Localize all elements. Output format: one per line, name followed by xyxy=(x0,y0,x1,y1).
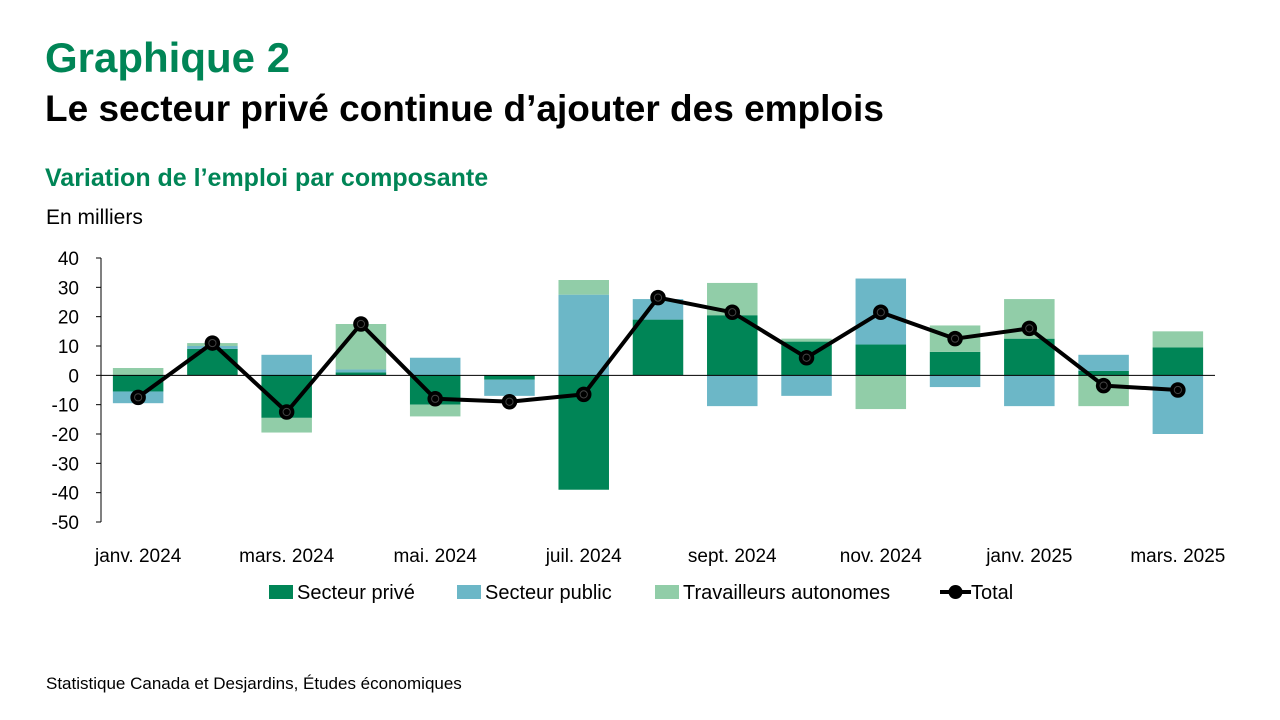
total-point-ring xyxy=(950,334,960,343)
total-point-ring xyxy=(1025,324,1034,333)
total-point-ring xyxy=(1173,385,1182,395)
total-point xyxy=(130,389,146,406)
bar-secteur-public xyxy=(558,294,609,376)
bar-secteur-prive xyxy=(1004,338,1055,376)
bar-secteur-public xyxy=(1078,354,1129,371)
legend-swatch xyxy=(457,585,481,599)
bar-secteur-public xyxy=(409,357,461,376)
legend-label: Travailleurs autonomes xyxy=(683,582,890,604)
total-point-ring xyxy=(505,397,514,406)
total-point xyxy=(353,316,369,332)
y-tick-label: -40 xyxy=(52,484,79,505)
total-point-ring xyxy=(282,407,291,417)
bar-secteur-prive xyxy=(855,344,907,376)
bar-secteur-prive xyxy=(707,315,758,376)
bar-secteur-prive xyxy=(632,319,684,376)
total-point xyxy=(798,349,815,366)
bar-secteur-public xyxy=(484,379,535,396)
x-tick-label: janv. 2025 xyxy=(985,546,1072,567)
legend-label: Total xyxy=(971,582,1013,604)
total-point xyxy=(1095,377,1112,394)
y-tick-label: 0 xyxy=(68,366,79,387)
total-point xyxy=(278,404,295,420)
bar-travailleurs-autonomes xyxy=(1152,331,1204,348)
legend-label: Secteur public xyxy=(485,582,612,604)
x-tick-label: mars. 2024 xyxy=(239,546,334,567)
bar-secteur-public xyxy=(781,375,832,396)
bar-travailleurs-autonomes xyxy=(558,280,609,295)
chart-subtitle: Variation de l’emploi par composante xyxy=(45,164,489,192)
bar-travailleurs-autonomes xyxy=(855,375,907,410)
y-tick-label: -30 xyxy=(52,454,79,475)
total-point-ring xyxy=(431,394,440,403)
x-tick-label: mars. 2025 xyxy=(1130,546,1225,567)
bar-secteur-prive xyxy=(929,351,981,376)
x-tick-label: juil. 2024 xyxy=(545,546,622,567)
bar-travailleurs-autonomes xyxy=(409,404,461,417)
total-series xyxy=(130,289,1186,420)
total-point-ring xyxy=(579,390,588,399)
total-point-ring xyxy=(876,308,885,317)
x-tick-label: nov. 2024 xyxy=(840,546,922,567)
bar-secteur-public xyxy=(335,369,387,373)
total-point-ring xyxy=(1099,381,1108,390)
total-point xyxy=(724,304,741,321)
total-point-ring xyxy=(802,353,811,362)
legend-swatch xyxy=(269,585,293,599)
bar-travailleurs-autonomes xyxy=(781,338,832,342)
total-point xyxy=(1021,320,1038,337)
legend-marker xyxy=(948,585,963,599)
total-point xyxy=(427,391,443,407)
y-tick-label: 20 xyxy=(58,308,79,329)
total-point xyxy=(947,330,963,347)
total-point xyxy=(204,335,221,351)
total-point-ring xyxy=(728,308,737,317)
stacked-bar-line-chart: 40 30 20 10 0 -10 -20 -30 -40 -50 janv. 2024 mars.… xyxy=(52,249,1226,604)
y-tick-label: 10 xyxy=(58,337,79,358)
y-tick-label: -20 xyxy=(52,425,79,446)
total-point-ring xyxy=(653,293,663,302)
legend-swatch xyxy=(655,585,679,599)
y-axis-unit-label: En milliers xyxy=(46,206,143,229)
bar-secteur-public xyxy=(261,354,312,376)
bar-travailleurs-autonomes xyxy=(261,417,312,433)
bar-secteur-prive xyxy=(1152,347,1204,376)
y-tick-label: 30 xyxy=(58,278,79,299)
x-tick-label: janv. 2024 xyxy=(94,546,182,567)
total-point-ring xyxy=(208,338,217,348)
legend-label: Secteur privé xyxy=(297,582,415,604)
y-tick-label: -10 xyxy=(52,396,79,417)
x-axis: janv. 2024 mars. 2024 mai. 2024 juil. 2024 s… xyxy=(94,546,1225,567)
x-tick-label: sept. 2024 xyxy=(688,546,777,567)
total-point xyxy=(1170,382,1186,398)
y-tick-label: -50 xyxy=(52,513,79,534)
y-axis: 40 30 20 10 0 -10 -20 -30 -40 -50 xyxy=(52,249,102,534)
total-point-ring xyxy=(134,393,143,402)
bar-secteur-prive xyxy=(1078,370,1129,376)
source-note: Statistique Canada et Desjardins, Études… xyxy=(46,674,462,693)
total-point xyxy=(650,289,666,306)
total-point xyxy=(873,304,889,321)
y-tick-label: 40 xyxy=(58,249,79,270)
legend: Secteur privé Secteur public Travailleurs … xyxy=(269,582,1013,604)
chart-kicker: Graphique 2 xyxy=(45,34,291,81)
total-point xyxy=(501,393,518,410)
bar-secteur-public xyxy=(1004,375,1055,407)
chart-title: Le secteur privé continue d’ajouter des … xyxy=(45,88,884,129)
bar-secteur-public xyxy=(929,375,981,388)
bar-secteur-prive xyxy=(484,375,535,380)
bar-secteur-public xyxy=(707,375,758,407)
bar-secteur-prive xyxy=(335,372,387,376)
bar-series xyxy=(112,278,1204,490)
bar-travailleurs-autonomes xyxy=(112,368,164,376)
total-point-ring xyxy=(356,319,366,329)
x-tick-label: mai. 2024 xyxy=(393,546,477,567)
total-point xyxy=(575,386,592,403)
